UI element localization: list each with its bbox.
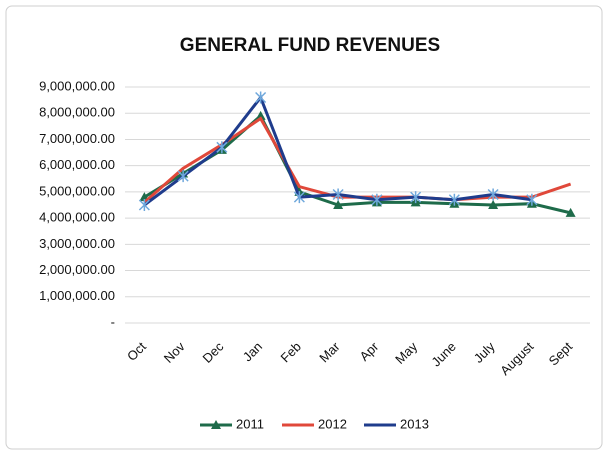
y-tick-label: 6,000,000.00 (39, 157, 115, 172)
y-tick-label: 3,000,000.00 (39, 236, 115, 251)
marker (216, 141, 228, 154)
marker (526, 193, 538, 206)
marker (371, 193, 383, 206)
y-tick-label: 8,000,000.00 (39, 105, 115, 120)
marker (138, 199, 150, 211)
y-tick-label: 1,000,000.00 (39, 288, 115, 303)
y-tick-label: 2,000,000.00 (39, 262, 115, 277)
marker (293, 191, 305, 204)
y-tick-label: 9,000,000.00 (39, 78, 115, 93)
marker (488, 200, 499, 209)
y-tick-label: 4,000,000.00 (39, 210, 115, 225)
marker (565, 207, 576, 217)
y-tick-label: 5,000,000.00 (39, 183, 115, 198)
legend-label: 2011 (236, 416, 264, 431)
marker (255, 110, 266, 120)
marker (255, 91, 267, 104)
marker (448, 193, 460, 206)
chart-border (5, 5, 603, 450)
legend-label: 2013 (400, 416, 429, 431)
marker (410, 191, 422, 204)
legend-label: 2012 (318, 416, 347, 431)
marker (487, 188, 499, 201)
marker (332, 188, 344, 201)
marker (333, 200, 344, 209)
chart-title: GENERAL FUND REVENUES (180, 35, 440, 56)
legend-marker (211, 420, 221, 429)
marker (177, 170, 189, 183)
y-tick-label: - (111, 314, 115, 329)
y-tick-label: 7,000,000.00 (39, 131, 115, 146)
